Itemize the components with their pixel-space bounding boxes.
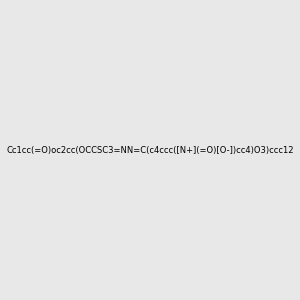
- Text: Cc1cc(=O)oc2cc(OCCSC3=NN=C(c4ccc([N+](=O)[O-])cc4)O3)ccc12: Cc1cc(=O)oc2cc(OCCSC3=NN=C(c4ccc([N+](=O…: [6, 146, 294, 154]
